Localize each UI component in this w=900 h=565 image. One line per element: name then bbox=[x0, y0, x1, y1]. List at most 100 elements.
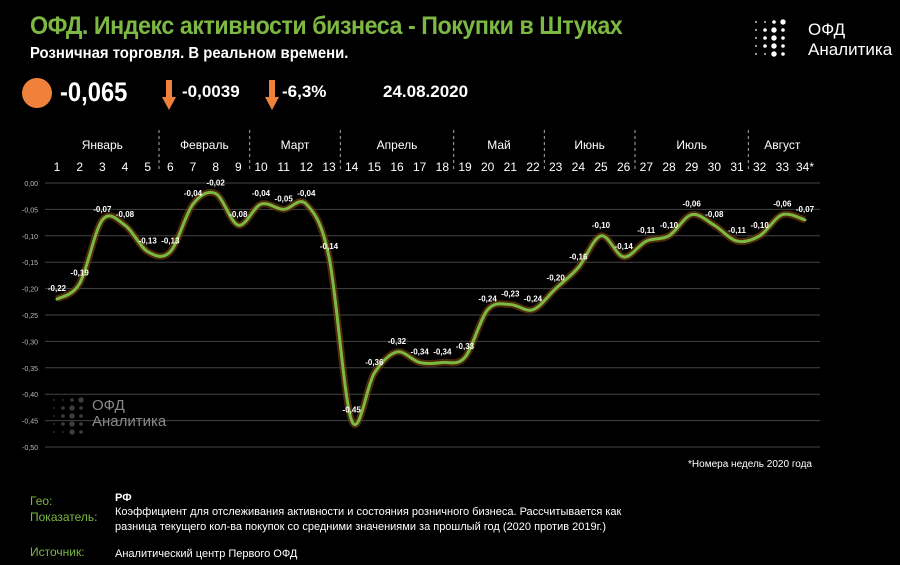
data-label: -0,07 bbox=[93, 205, 112, 214]
metric-line1: Коэффициент для отслеживания активности … bbox=[115, 506, 622, 518]
week-tick-label: 2 bbox=[76, 160, 83, 174]
logo-dot bbox=[755, 37, 757, 39]
data-label: -0,13 bbox=[161, 237, 180, 246]
data-label: -0,24 bbox=[524, 295, 543, 304]
week-tick-label: 12 bbox=[300, 160, 314, 174]
logo-dot bbox=[755, 29, 757, 31]
week-tick-label: 3 bbox=[99, 160, 106, 174]
data-label: -0,33 bbox=[456, 342, 475, 351]
data-point bbox=[237, 224, 239, 226]
data-point bbox=[623, 256, 625, 258]
line-chart: 0,00 -0,05 -0,10 -0,15 -0,20 -0,25 -0,30 -0,35 -… bbox=[22, 130, 820, 452]
logo-dot bbox=[79, 414, 83, 418]
data-point bbox=[305, 203, 307, 205]
y-tick-label: -0,15 bbox=[22, 260, 38, 267]
week-tick-label: 30 bbox=[708, 160, 722, 174]
data-label: -0,13 bbox=[139, 237, 158, 246]
data-label: -0,24 bbox=[479, 295, 498, 304]
logo-dot bbox=[69, 405, 75, 411]
week-tick-label: 28 bbox=[662, 160, 676, 174]
change-absolute: -0,0039 bbox=[182, 82, 240, 101]
logo-dot bbox=[763, 36, 767, 40]
data-label: -0,10 bbox=[751, 221, 770, 230]
logo-dot bbox=[61, 414, 65, 418]
week-tick-label: 24 bbox=[572, 160, 586, 174]
watermark-line2: Аналитика bbox=[92, 413, 167, 430]
data-point bbox=[804, 219, 806, 221]
logo-dot bbox=[79, 406, 83, 410]
data-label: -0,19 bbox=[71, 268, 90, 277]
data-point bbox=[351, 420, 353, 422]
data-point bbox=[532, 309, 534, 311]
geo-value: РФ bbox=[115, 492, 132, 504]
data-point bbox=[736, 240, 738, 242]
logo-dot bbox=[771, 51, 777, 57]
logo-dot bbox=[79, 430, 83, 434]
data-point bbox=[600, 235, 602, 237]
logo-dot bbox=[781, 28, 785, 32]
page-subtitle: Розничная торговля. В реальном времени. bbox=[30, 45, 349, 62]
week-tick-label: 15 bbox=[368, 160, 382, 174]
source-label: Источник: bbox=[30, 545, 85, 559]
logo-dot bbox=[53, 407, 55, 409]
data-label: -0,10 bbox=[660, 221, 679, 230]
logo-line1: ОФД bbox=[808, 20, 846, 39]
y-tick-label: -0,35 bbox=[22, 366, 38, 373]
data-label: -0,02 bbox=[207, 179, 226, 188]
week-tick-label: 26 bbox=[617, 160, 631, 174]
week-tick-label: 16 bbox=[390, 160, 404, 174]
week-tick-label: 6 bbox=[167, 160, 174, 174]
data-label: -0,06 bbox=[683, 200, 702, 209]
week-tick-label: 25 bbox=[594, 160, 608, 174]
data-label: -0,11 bbox=[728, 226, 746, 235]
data-point bbox=[555, 288, 557, 290]
metric-label: Показатель: bbox=[30, 510, 98, 524]
logo-dot bbox=[69, 413, 75, 419]
week-tick-label: 29 bbox=[685, 160, 699, 174]
y-tick-label: -0,25 bbox=[22, 313, 38, 320]
week-tick-label: 10 bbox=[254, 160, 268, 174]
data-point bbox=[169, 251, 171, 253]
logo-dot bbox=[781, 36, 785, 40]
logo-dot bbox=[69, 429, 75, 435]
week-tick-label: 7 bbox=[190, 160, 197, 174]
data-label: -0,06 bbox=[773, 200, 792, 209]
data-label: -0,34 bbox=[411, 348, 430, 357]
watermark-dots-icon bbox=[53, 397, 84, 435]
week-tick-label: 21 bbox=[504, 160, 518, 174]
data-point bbox=[509, 303, 511, 305]
logo-text: ОФД Аналитика bbox=[808, 20, 892, 60]
logo-dot bbox=[69, 421, 75, 427]
logo-dot bbox=[781, 52, 785, 56]
week-tick-label: 33 bbox=[776, 160, 790, 174]
source-value: Аналитический центр Первого ОФД bbox=[115, 548, 298, 560]
data-point bbox=[147, 251, 149, 253]
week-tick-label: 4 bbox=[122, 160, 129, 174]
data-point bbox=[56, 298, 58, 300]
logo-dot bbox=[763, 28, 767, 32]
logo-dot bbox=[764, 53, 766, 55]
data-point bbox=[373, 372, 375, 374]
month-label: Январь bbox=[82, 138, 123, 152]
data-label: -0,16 bbox=[569, 252, 588, 261]
data-point bbox=[124, 224, 126, 226]
week-tick-label: 22 bbox=[526, 160, 540, 174]
data-point bbox=[283, 208, 285, 210]
logo-dot bbox=[763, 44, 767, 48]
watermark-line1: ОФД bbox=[92, 397, 125, 414]
logo-dot bbox=[62, 431, 64, 433]
y-tick-label: 0,00 bbox=[24, 181, 38, 188]
logo-dot bbox=[62, 399, 64, 401]
logo-dot bbox=[755, 21, 757, 23]
y-tick-label: -0,05 bbox=[22, 207, 38, 214]
data-point bbox=[759, 235, 761, 237]
y-tick-label: -0,30 bbox=[22, 339, 38, 346]
data-point bbox=[328, 256, 330, 258]
y-tick-label: -0,10 bbox=[22, 234, 38, 241]
data-point bbox=[577, 266, 579, 268]
week-tick-label: 11 bbox=[277, 160, 290, 174]
logo-dot bbox=[772, 20, 776, 24]
week-tick-label: 27 bbox=[640, 160, 654, 174]
data-label: -0,05 bbox=[275, 194, 294, 203]
logo-dot bbox=[771, 43, 777, 49]
